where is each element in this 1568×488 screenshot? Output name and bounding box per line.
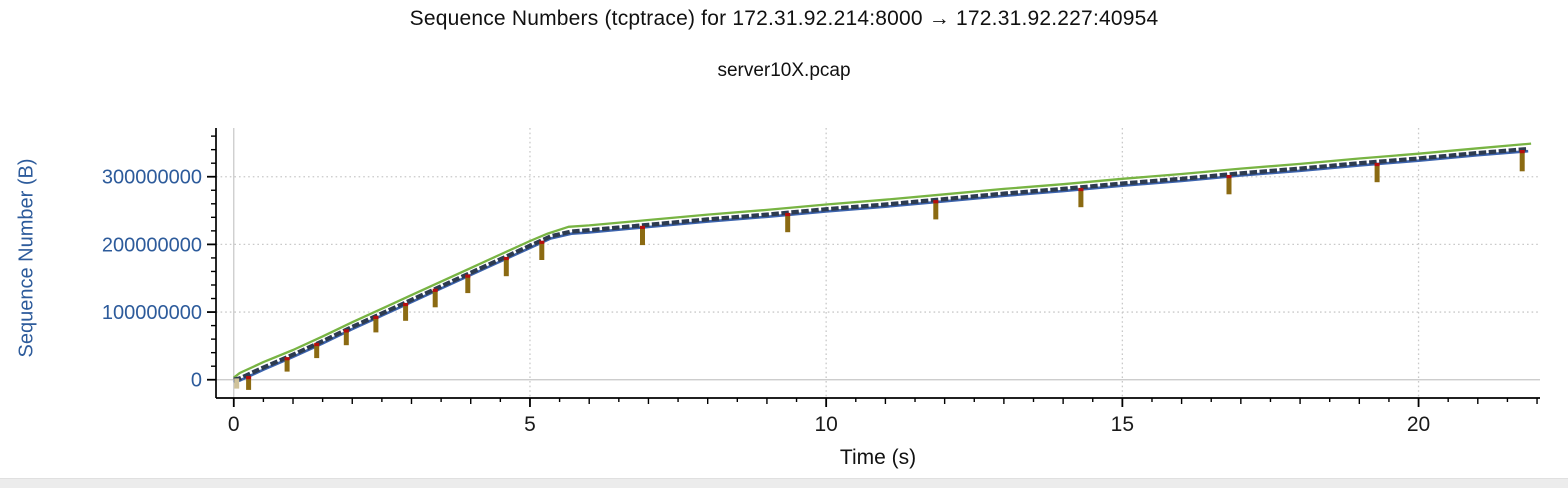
sack-tip-red [246, 376, 252, 380]
x-axis-title: Time (s) [839, 446, 917, 469]
sack-tip-red [403, 302, 409, 307]
y-tick-label: 200000000 [102, 234, 202, 256]
sack-tip-red [373, 315, 379, 319]
sack-tip-red [785, 212, 791, 217]
plot-area[interactable] [216, 128, 1540, 398]
sack-tip-red [539, 240, 545, 244]
window-bottom-strip [0, 478, 1568, 488]
sack-bar [1519, 151, 1525, 172]
sack-bar [933, 201, 939, 220]
sack-bar [343, 330, 349, 346]
sack-bar [503, 257, 509, 277]
sack-tip-red [640, 225, 645, 229]
sack-tip-red [314, 342, 320, 347]
sack-tip-red [1519, 150, 1525, 154]
sequence-line [233, 146, 1529, 384]
sack-bar [314, 343, 320, 359]
sack-bar [1374, 163, 1380, 183]
sack-tip-red [465, 274, 471, 278]
sack-bar [403, 303, 409, 321]
sack-bar [432, 289, 438, 308]
sack-bar [246, 377, 252, 390]
receive-window-line [233, 142, 1532, 379]
y-tick-label: 0 [191, 370, 202, 392]
sack-tip-red [284, 357, 290, 361]
sack-bar [539, 241, 545, 260]
chart-subtitle: server10X.pcap [717, 60, 851, 81]
sack-bar [465, 275, 471, 294]
sack-tip-red [933, 200, 939, 204]
sack-tip-red [432, 288, 438, 292]
sack-bar [640, 226, 645, 246]
sack-tip-red [1226, 175, 1232, 179]
y-tick-label: 300000000 [102, 167, 202, 189]
gridlines [216, 128, 1540, 398]
x-tick-label: 5 [524, 413, 536, 436]
sack-tip-red [343, 329, 349, 333]
sack-bar [373, 316, 379, 333]
sack-bar-tan [234, 378, 240, 389]
x-tick-label: 0 [228, 413, 240, 436]
axis-ticks: 0 5 10 15 20 0 100000000 200000000 300000000 [102, 135, 1538, 436]
sack-bar [785, 213, 791, 233]
seq-line-segments [233, 146, 1529, 382]
sack-tip-red [503, 256, 509, 261]
sack-bar [1226, 176, 1232, 195]
sack-bars [234, 150, 1525, 390]
window-line [233, 142, 1532, 379]
x-tick-label: 15 [1111, 413, 1134, 436]
y-tick-label: 100000000 [102, 302, 202, 324]
chart-title: Sequence Numbers (tcptrace) for 172.31.9… [409, 7, 1159, 30]
sack-bar [284, 358, 290, 372]
sack-tip-red [1374, 162, 1380, 167]
x-tick-label: 20 [1407, 413, 1430, 436]
sack-bar [1078, 188, 1084, 208]
sack-tip-red [1078, 187, 1084, 192]
x-tick-label: 10 [814, 413, 837, 436]
seq-line-blue [233, 149, 1529, 384]
